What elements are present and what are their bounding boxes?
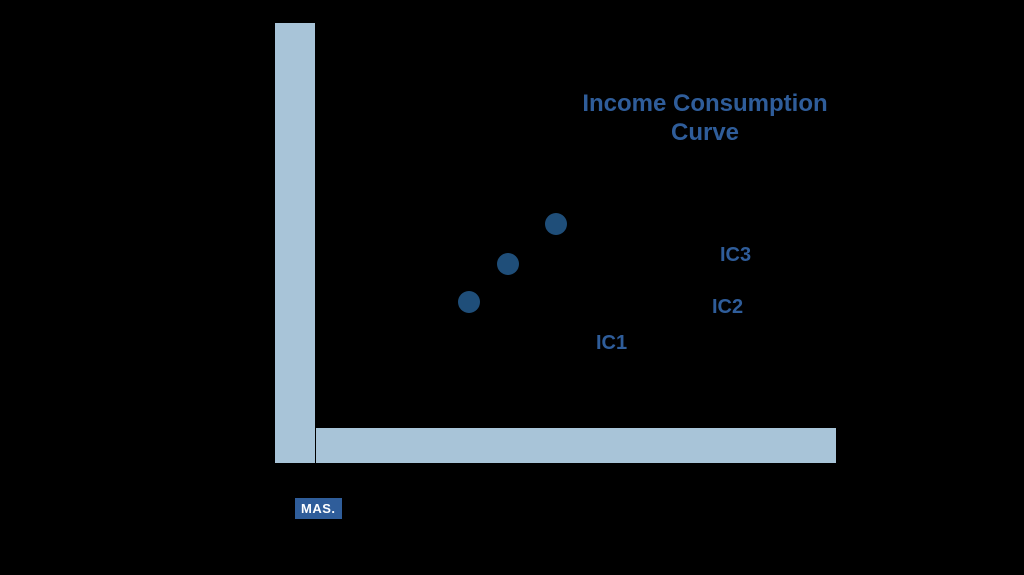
tangency-point-2 bbox=[497, 253, 519, 275]
y-axis bbox=[275, 23, 315, 463]
mas-logo-badge: MAS. bbox=[295, 498, 342, 519]
chart-canvas: Income Consumption Curve IC1 IC2 IC3 MAS… bbox=[0, 0, 1024, 575]
tangency-point-3 bbox=[545, 213, 567, 235]
ic2-label: IC2 bbox=[712, 296, 743, 319]
x-axis bbox=[316, 428, 836, 463]
chart-title-line2: Curve bbox=[671, 119, 739, 146]
chart-title-line1: Income Consumption bbox=[582, 90, 827, 117]
chart-title: Income Consumption Curve bbox=[555, 90, 855, 148]
ic1-label: IC1 bbox=[596, 332, 627, 355]
ic3-label: IC3 bbox=[720, 244, 751, 267]
tangency-point-1 bbox=[458, 291, 480, 313]
